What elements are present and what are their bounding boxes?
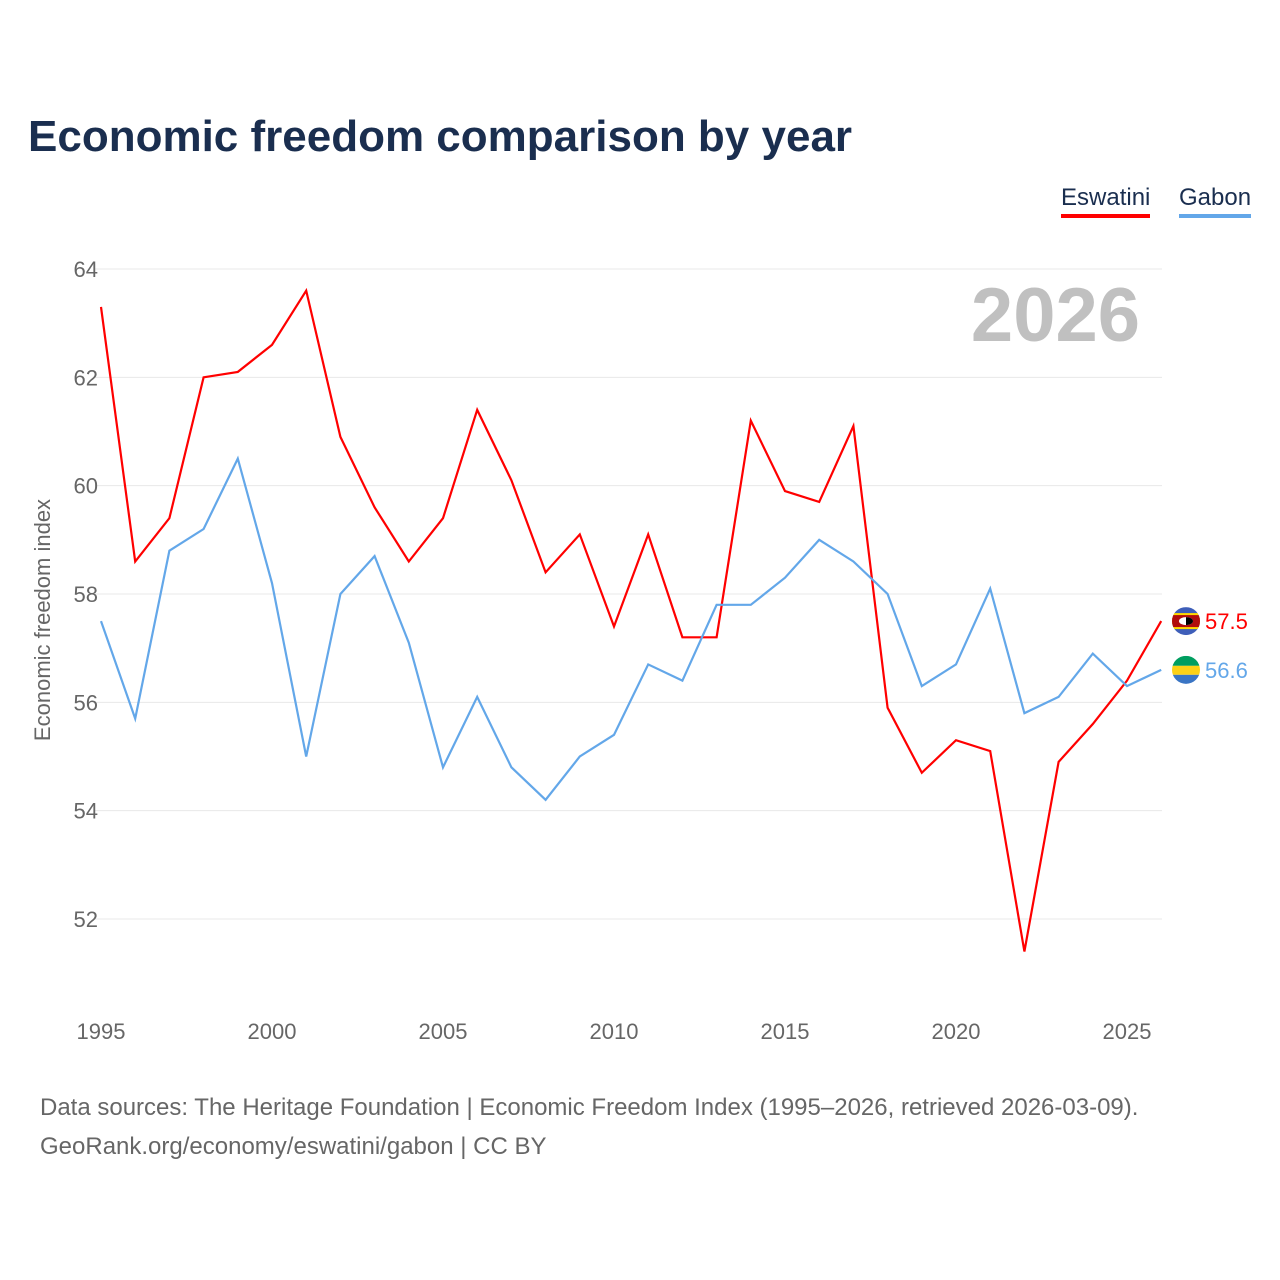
legend-item-gabon[interactable]: Gabon [1179,184,1252,218]
y-axis-label: Economic freedom index [30,499,55,741]
series-line-eswatini [99,287,1163,952]
x-tick-label: 2025 [1103,1019,1152,1044]
source-line-1: Data sources: The Heritage Foundation | … [40,1094,1139,1121]
y-tick-label: 52 [74,907,98,932]
y-tick-label: 62 [74,365,98,390]
y-tick-label: 60 [74,474,98,499]
x-tick-label: 2005 [419,1019,468,1044]
end-value-label-eswatini: 57.5 [1205,609,1248,634]
x-tick-label: 2020 [932,1019,981,1044]
y-tick-label: 54 [74,799,98,824]
y-tick-label: 58 [74,582,98,607]
series-line-gabon [99,455,1162,802]
x-tick-label: 2010 [590,1019,639,1044]
flag-icon-eswatini [1172,607,1200,636]
legend-item-eswatini[interactable]: Eswatini [1061,184,1151,218]
x-tick-label: 2000 [248,1019,297,1044]
flag-icon-gabon [1172,655,1200,684]
y-tick-label: 56 [74,690,98,715]
chart-title: Economic freedom comparison by year [28,112,853,161]
year-watermark: 2026 [971,273,1140,358]
y-tick-label: 64 [74,257,98,282]
x-tick-label: 2015 [761,1019,810,1044]
source-note: Data sources: The Heritage Foundation | … [40,1088,1138,1166]
x-tick-label: 1995 [77,1019,126,1044]
source-line-2: GeoRank.org/economy/eswatini/gabon | CC … [40,1133,547,1160]
end-value-label-gabon: 56.6 [1205,658,1248,683]
